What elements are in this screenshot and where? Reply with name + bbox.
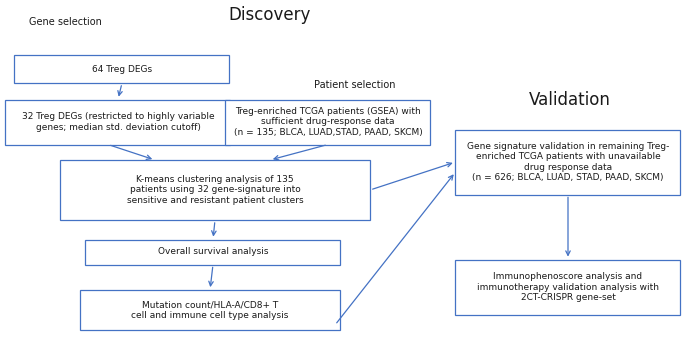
- Text: Immunophenoscore analysis and
immunotherapy validation analysis with
2CT-CRISPR : Immunophenoscore analysis and immunother…: [477, 272, 659, 302]
- Text: 32 Treg DEGs (restricted to highly variable
genes; median std. deviation cutoff): 32 Treg DEGs (restricted to highly varia…: [22, 112, 214, 132]
- Text: Gene selection: Gene selection: [29, 17, 101, 27]
- FancyBboxPatch shape: [86, 240, 340, 265]
- Text: Discovery: Discovery: [229, 6, 311, 24]
- FancyBboxPatch shape: [456, 130, 680, 194]
- Text: Mutation count/HLA-A/CD8+ T
cell and immune cell type analysis: Mutation count/HLA-A/CD8+ T cell and imm…: [132, 300, 288, 320]
- Text: Validation: Validation: [529, 91, 611, 109]
- FancyBboxPatch shape: [80, 290, 340, 330]
- FancyBboxPatch shape: [225, 99, 430, 145]
- FancyBboxPatch shape: [456, 260, 680, 314]
- Text: 64 Treg DEGs: 64 Treg DEGs: [92, 64, 152, 74]
- Text: Patient selection: Patient selection: [314, 80, 396, 90]
- FancyBboxPatch shape: [5, 99, 230, 145]
- Text: Gene signature validation in remaining Treg-
enriched TCGA patients with unavail: Gene signature validation in remaining T…: [466, 142, 669, 182]
- Text: Treg-enriched TCGA patients (GSEA) with
sufficient drug-response data
(n = 135; : Treg-enriched TCGA patients (GSEA) with …: [234, 107, 423, 137]
- Text: K-means clustering analysis of 135
patients using 32 gene-signature into
sensiti: K-means clustering analysis of 135 patie…: [127, 175, 303, 205]
- FancyBboxPatch shape: [60, 160, 370, 220]
- Text: Overall survival analysis: Overall survival analysis: [158, 248, 269, 257]
- FancyBboxPatch shape: [14, 55, 229, 83]
